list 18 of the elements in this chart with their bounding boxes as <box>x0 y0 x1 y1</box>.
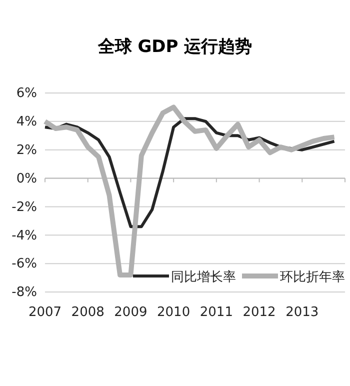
x-tick-label: 2009 <box>114 305 148 320</box>
x-tick-label: 2013 <box>286 305 319 320</box>
y-tick-label: 4% <box>16 114 37 130</box>
x-tick-label: 2012 <box>242 305 276 320</box>
y-tick-label: 0% <box>16 171 37 186</box>
legend-label: 同比增长率 <box>171 269 236 285</box>
y-tick-label: -8% <box>12 285 37 300</box>
chart-title: 全球 GDP 运行趋势 <box>96 37 252 57</box>
y-tick-label: -6% <box>12 256 37 272</box>
x-tick-label: 2008 <box>71 305 104 320</box>
y-tick-label: 2% <box>16 143 37 158</box>
y-tick-label: -2% <box>12 200 37 215</box>
x-tick-label: 2011 <box>200 305 233 320</box>
legend-label: 环比折年率 <box>280 269 345 285</box>
y-tick-label: -4% <box>12 228 37 244</box>
x-tick-label: 2010 <box>157 305 190 320</box>
y-tick-label: 6% <box>16 86 37 102</box>
x-tick-label: 2007 <box>28 305 62 320</box>
